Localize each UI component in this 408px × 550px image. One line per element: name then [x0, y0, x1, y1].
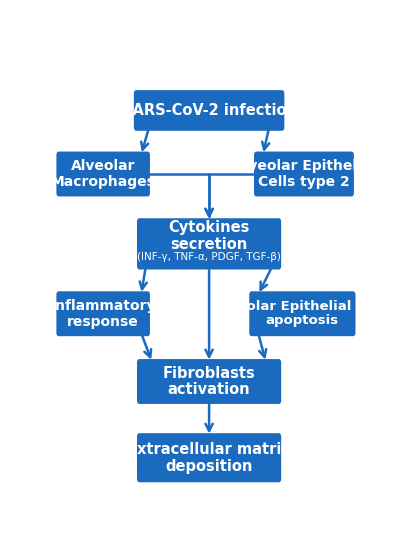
- Text: SARS-CoV-2 infection: SARS-CoV-2 infection: [122, 103, 297, 118]
- Text: Fibroblasts
activation: Fibroblasts activation: [163, 366, 255, 398]
- Text: Alveolar Epithelial Cells
apoptosis: Alveolar Epithelial Cells apoptosis: [213, 300, 391, 327]
- FancyBboxPatch shape: [56, 152, 150, 196]
- FancyBboxPatch shape: [137, 359, 281, 404]
- FancyBboxPatch shape: [137, 433, 281, 482]
- Text: Inflammatory
response: Inflammatory response: [51, 299, 156, 328]
- Text: Extracellular matrix
deposition: Extracellular matrix deposition: [127, 442, 291, 474]
- FancyBboxPatch shape: [134, 90, 284, 131]
- Text: (INF-γ, TNF-α, PDGF, TGF-β): (INF-γ, TNF-α, PDGF, TGF-β): [137, 252, 281, 262]
- Text: Cytokines
secretion: Cytokines secretion: [169, 221, 250, 252]
- FancyBboxPatch shape: [254, 152, 354, 196]
- FancyBboxPatch shape: [137, 218, 281, 270]
- Text: Alveolar
Macrophages: Alveolar Macrophages: [51, 159, 155, 189]
- FancyBboxPatch shape: [56, 292, 150, 336]
- Text: Alveolar Epithelial
Cells type 2: Alveolar Epithelial Cells type 2: [233, 159, 375, 189]
- FancyBboxPatch shape: [249, 292, 355, 336]
